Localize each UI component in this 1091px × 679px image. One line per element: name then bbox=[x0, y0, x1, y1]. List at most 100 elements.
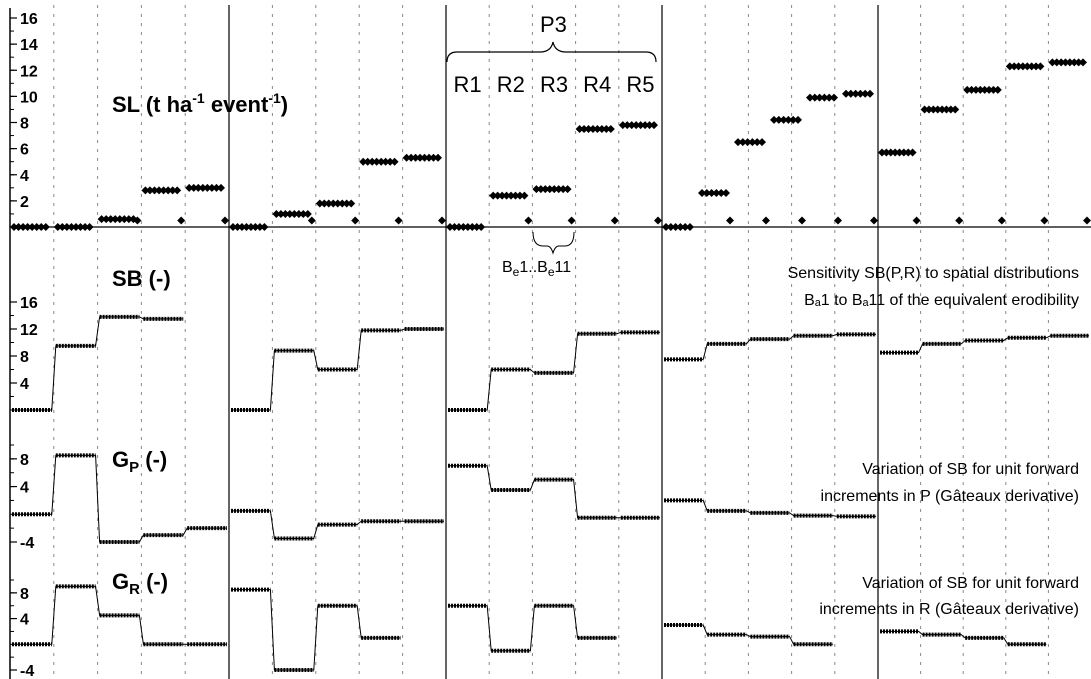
sl-point bbox=[825, 93, 834, 102]
sl-point bbox=[19, 223, 28, 231]
sl-point bbox=[933, 105, 942, 114]
sl-point bbox=[507, 191, 516, 200]
sl-point bbox=[390, 157, 399, 166]
gr-note-line-1: Variation of SB for unit forward bbox=[862, 575, 1079, 592]
sb-note-line-1: Sensitivity SB(P,R) to spatial distribut… bbox=[788, 265, 1079, 282]
sl-point bbox=[866, 89, 874, 98]
sl-point bbox=[164, 186, 173, 195]
sl-point bbox=[550, 185, 559, 194]
sl-point bbox=[541, 185, 550, 194]
sl-point bbox=[554, 185, 563, 194]
sl-point bbox=[207, 183, 216, 192]
sl-point bbox=[377, 157, 386, 166]
p3-bracket: P3 bbox=[446, 12, 657, 63]
sb-tick-label: 12 bbox=[20, 322, 38, 339]
gp-tick-label: 8 bbox=[20, 452, 29, 469]
sl-point bbox=[976, 85, 985, 94]
sl-point bbox=[1018, 62, 1027, 71]
sl-point bbox=[989, 85, 998, 94]
sl-point bbox=[1052, 58, 1061, 67]
sl-point bbox=[1032, 62, 1041, 71]
r-label: R5 bbox=[626, 72, 654, 97]
sl-point bbox=[993, 85, 1002, 94]
sl-point bbox=[779, 115, 788, 124]
sl-point bbox=[1027, 62, 1036, 71]
sl-point bbox=[1023, 62, 1032, 71]
sl-point bbox=[41, 223, 50, 231]
sl-point bbox=[1048, 58, 1057, 67]
sl-point bbox=[489, 191, 498, 200]
sl-point bbox=[895, 148, 904, 157]
sl-point bbox=[115, 215, 124, 224]
sl-point bbox=[37, 223, 46, 231]
sl-point bbox=[712, 189, 721, 198]
sl-point bbox=[450, 223, 459, 231]
sl-point bbox=[498, 191, 507, 200]
sl-point bbox=[120, 215, 129, 224]
sl-point bbox=[717, 189, 726, 198]
sl-point bbox=[58, 223, 67, 231]
sl-point bbox=[76, 223, 85, 231]
sl-point bbox=[636, 121, 645, 130]
sl-point bbox=[463, 223, 472, 231]
sl-point bbox=[520, 191, 529, 200]
sl-point bbox=[446, 223, 454, 231]
sl-point bbox=[420, 153, 429, 162]
sl-point bbox=[150, 186, 159, 195]
sb-note-line-2: Bₐ1 to Bₐ11 of the equivalent erodibilit… bbox=[804, 292, 1079, 309]
sl-point bbox=[315, 199, 324, 208]
sl-point bbox=[290, 209, 299, 218]
sl-tick-label: 6 bbox=[20, 142, 29, 159]
gp-tick-label: 4 bbox=[20, 480, 29, 497]
sl-point bbox=[963, 85, 972, 94]
sl-point bbox=[429, 153, 438, 162]
sl-point bbox=[770, 115, 778, 124]
sl-point bbox=[124, 215, 133, 224]
sl-point bbox=[111, 215, 120, 224]
sl-point bbox=[10, 223, 18, 231]
grid bbox=[53, 5, 1049, 679]
sl-point bbox=[618, 121, 627, 130]
sl-point bbox=[434, 153, 442, 162]
gp-panel-label: GP (-) bbox=[112, 447, 167, 476]
sl-point bbox=[912, 216, 921, 225]
sl-point bbox=[698, 189, 706, 198]
sl-point bbox=[333, 199, 342, 208]
sl-point bbox=[198, 183, 207, 192]
sl-point bbox=[575, 125, 584, 134]
gr-line bbox=[448, 605, 617, 652]
sl-point bbox=[294, 209, 303, 218]
sl-point bbox=[593, 125, 602, 134]
sl-point bbox=[532, 185, 541, 194]
sl-point bbox=[402, 153, 411, 162]
sl-point bbox=[1014, 62, 1023, 71]
sl-point bbox=[904, 148, 913, 157]
gr-panel-label: GR (-) bbox=[112, 569, 168, 598]
sl-point bbox=[303, 209, 312, 218]
sl-point bbox=[472, 223, 481, 231]
sl-point bbox=[342, 199, 351, 208]
sl-point bbox=[511, 191, 520, 200]
sl-point bbox=[394, 216, 403, 225]
gr-tick-label: -4 bbox=[20, 663, 34, 679]
gp-line bbox=[448, 465, 660, 519]
sl-point bbox=[212, 183, 221, 192]
sl-point bbox=[386, 157, 395, 166]
sl-tick-label: 4 bbox=[20, 168, 29, 185]
sl-point bbox=[32, 223, 41, 231]
sl-point bbox=[145, 186, 154, 195]
sl-point bbox=[563, 185, 572, 194]
sl-point bbox=[734, 138, 742, 147]
sl-tick-label: 14 bbox=[20, 37, 38, 54]
sl-point bbox=[85, 223, 94, 231]
sl-point bbox=[856, 89, 865, 98]
sl-point bbox=[229, 223, 237, 231]
sl-point bbox=[899, 148, 908, 157]
gr-line bbox=[231, 589, 401, 671]
sl-point bbox=[363, 157, 372, 166]
sl-point bbox=[324, 199, 333, 208]
sl-point bbox=[381, 157, 390, 166]
sl-point bbox=[559, 185, 568, 194]
sl-point bbox=[676, 223, 685, 231]
sl-point bbox=[347, 199, 356, 208]
